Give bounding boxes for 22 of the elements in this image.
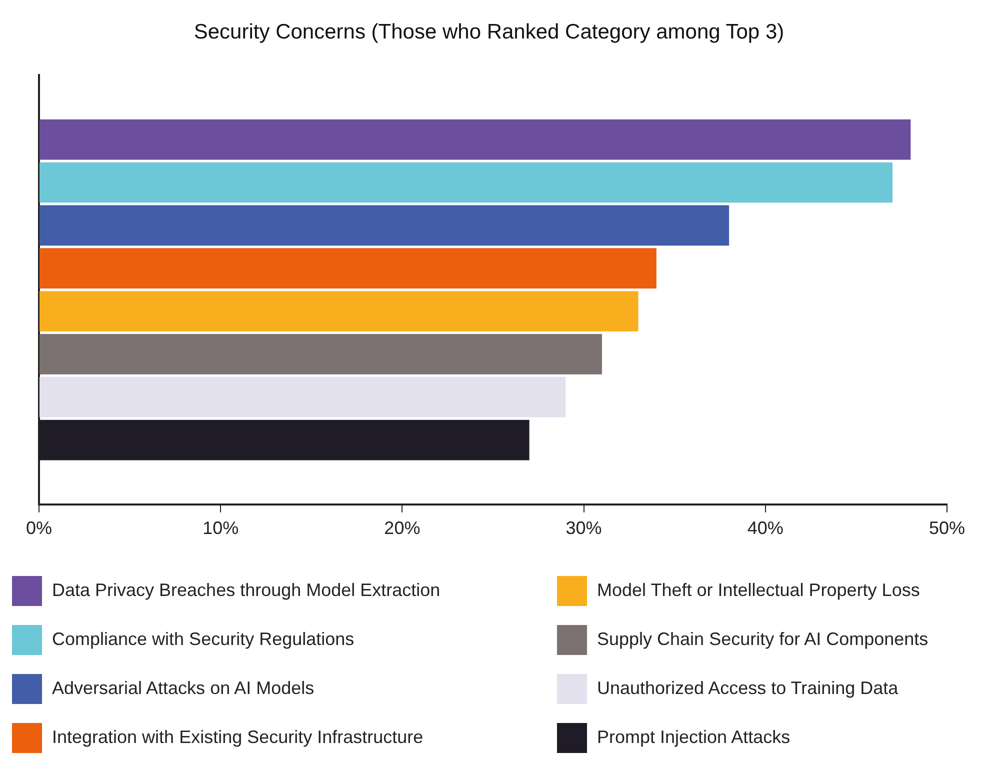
legend-label: Unauthorized Access to Training Data — [597, 678, 898, 699]
x-tick-label: 50% — [928, 518, 966, 538]
legend-label: Prompt Injection Attacks — [597, 727, 790, 748]
x-tick-label: 40% — [747, 518, 784, 538]
legend-label: Data Privacy Breaches through Model Extraction — [52, 580, 440, 601]
x-tick-label: 20% — [384, 518, 420, 538]
bar — [40, 334, 602, 374]
bar — [40, 162, 893, 203]
bar — [40, 248, 656, 289]
legend-label: Supply Chain Security for AI Components — [597, 629, 928, 650]
legend-label: Compliance with Security Regulations — [52, 629, 354, 650]
legend-label: Integration with Existing Security Infrastructure — [52, 727, 424, 748]
x-tick-label: 30% — [566, 518, 602, 538]
bar — [40, 119, 911, 160]
bar — [40, 291, 638, 332]
chart-title: Security Concerns (Those who Ranked Category among Top 3) — [194, 20, 784, 44]
x-tick-label: 10% — [202, 518, 239, 538]
bar — [40, 376, 566, 418]
legend-label: Adversarial Attacks on AI Models — [52, 678, 314, 699]
bar — [40, 205, 730, 246]
x-tick-label: 0% — [26, 518, 52, 538]
legend-label: Model Theft or Intellectual Property Loss — [597, 580, 920, 601]
